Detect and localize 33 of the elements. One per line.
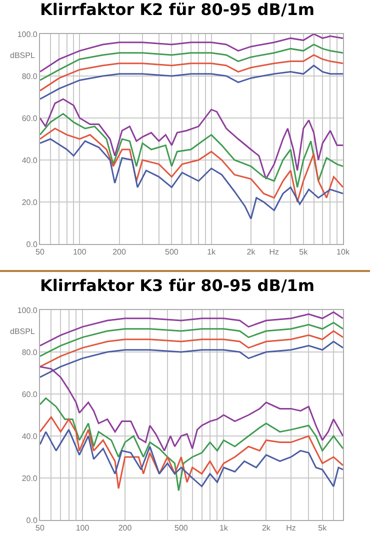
x-tick-label: 5k xyxy=(299,248,309,257)
y-tick-label: 40.0 xyxy=(22,432,38,441)
x-tick-label: 100 xyxy=(76,524,90,533)
x-tick-label: Hz xyxy=(286,524,296,533)
y-tick-label: 20.0 xyxy=(22,198,38,207)
x-tick-label: 200 xyxy=(112,248,126,257)
y-tick-label: 0.0 xyxy=(26,516,38,525)
y-axis-title: dBSPL xyxy=(10,327,36,336)
x-tick-label: 5k xyxy=(318,524,328,533)
x-tick-label: 50 xyxy=(36,248,45,257)
y-axis-title: dBSPL xyxy=(10,51,36,60)
y-tick-label: 20.0 xyxy=(22,474,38,483)
y-tick-label: 100.0 xyxy=(17,306,38,315)
y-tick-label: 0.0 xyxy=(26,240,38,249)
x-tick-label: 100 xyxy=(72,248,87,257)
y-tick-label: 60.0 xyxy=(22,390,38,399)
x-tick-label: 500 xyxy=(174,524,188,533)
x-tick-label: 2k xyxy=(262,524,272,533)
x-tick-label: 500 xyxy=(165,248,179,257)
x-tick-label: 1k xyxy=(207,248,217,257)
x-tick-label: 50 xyxy=(36,524,45,533)
chart-title: Klirrfaktor K3 für 80-95 dB/1m xyxy=(40,276,315,296)
y-tick-label: 80.0 xyxy=(22,348,38,357)
y-tick-label: 40.0 xyxy=(22,156,38,165)
y-tick-label: 60.0 xyxy=(22,114,38,123)
x-tick-label: 2k xyxy=(246,248,256,257)
x-tick-label: 200 xyxy=(118,524,132,533)
x-tick-label: 1k xyxy=(219,524,229,533)
chart-title: Klirrfaktor K2 für 80-95 dB/1m xyxy=(40,0,315,20)
x-tick-label: Hz xyxy=(269,248,280,257)
y-tick-label: 100.0 xyxy=(17,30,38,39)
x-tick-label: 10k xyxy=(336,248,350,257)
y-tick-label: 80.0 xyxy=(22,72,38,81)
